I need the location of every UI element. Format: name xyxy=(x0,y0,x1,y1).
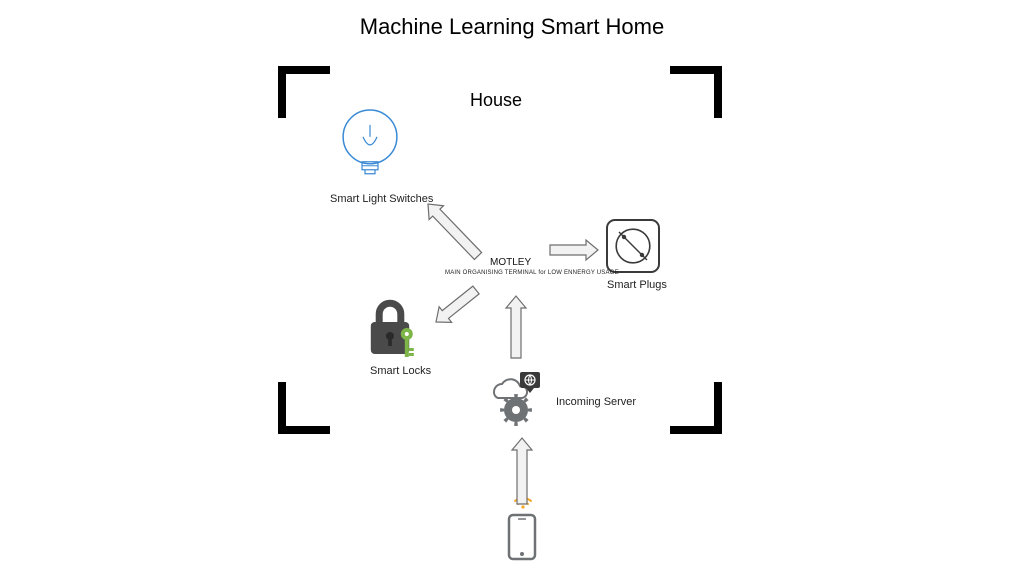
arrows-layer xyxy=(0,0,1024,576)
diagram-canvas: Machine Learning Smart Home House Smart … xyxy=(0,0,1024,576)
